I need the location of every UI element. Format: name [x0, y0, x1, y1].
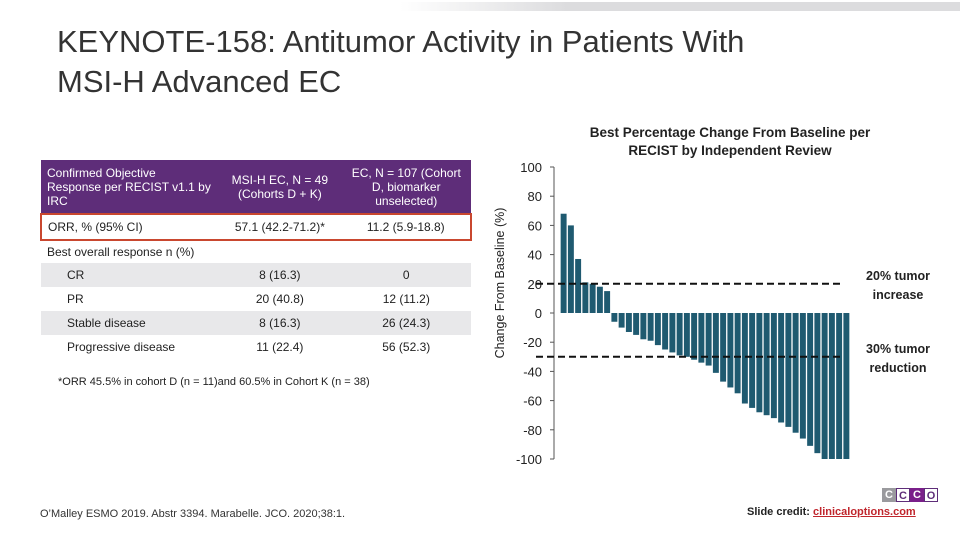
waterfall-bar [582, 282, 589, 313]
waterfall-bar [799, 313, 806, 439]
slide-credit: Slide credit: clinicaloptions.com [747, 506, 916, 518]
y-tick-label: 100 [520, 160, 542, 175]
y-tick-label: -40 [523, 364, 542, 379]
waterfall-bar [611, 313, 618, 322]
y-tick-label: 60 [528, 218, 542, 233]
waterfall-bar [705, 313, 712, 366]
waterfall-bar [749, 313, 756, 408]
slide-title-line-1: KEYNOTE-158: Antitumor Activity in Patie… [57, 24, 745, 59]
reference-line-label: 30% tumor reduction [866, 342, 930, 375]
waterfall-bar [814, 313, 821, 454]
waterfall-bar [567, 225, 574, 313]
citation: O’Malley ESMO 2019. Abstr 3394. Marabell… [40, 508, 346, 520]
row-label: PR [67, 292, 84, 306]
logo-letter: C [910, 488, 924, 502]
waterfall-bar [647, 313, 654, 341]
response-table: Confirmed Objective Response per RECIST … [39, 160, 473, 359]
waterfall-bar [698, 313, 705, 363]
row-label: Best overall response n (%) [47, 245, 195, 259]
waterfall-bar [596, 286, 603, 313]
slide-credit-prefix: Slide credit: [747, 506, 810, 518]
waterfall-bar [676, 313, 683, 356]
waterfall-bar [633, 313, 640, 335]
row-value-msi-h: 8 (16.3) [218, 263, 342, 287]
row-value-msi-h: 11 (22.4) [256, 340, 304, 354]
waterfall-bar [785, 313, 792, 427]
waterfall-bar [618, 313, 625, 328]
y-tick-label: 40 [528, 248, 542, 263]
y-tick-label: 0 [535, 306, 542, 321]
waterfall-bar [741, 313, 748, 404]
row-value-ec: 11.2 (5.9-18.8) [341, 213, 473, 241]
waterfall-bar [792, 313, 799, 433]
waterfall-bar [589, 283, 596, 313]
table-footnote: *ORR 45.5% in cohort D (n = 11)and 60.5%… [58, 376, 370, 388]
waterfall-bar [691, 313, 698, 360]
waterfall-bar [778, 313, 785, 423]
reference-line-label: 20% tumor increase [866, 269, 930, 302]
table-header-row: Confirmed Objective Response per RECIST … [41, 160, 471, 214]
table-row: Best overall response n (%) [41, 240, 471, 263]
row-label: CR [41, 263, 219, 287]
table-header-measure: Confirmed Objective Response per RECIST … [41, 160, 219, 214]
table-row: CR 8 (16.3) 0 [41, 263, 471, 287]
row-label: Stable disease [41, 311, 219, 335]
row-value-ec: 56 (52.3) [382, 340, 431, 354]
y-tick-label: 80 [528, 189, 542, 204]
waterfall-bar [604, 291, 611, 313]
waterfall-bar [756, 313, 763, 413]
top-bar-strip [400, 2, 960, 11]
waterfall-bar [807, 313, 814, 446]
cco-logo: C C C O [882, 488, 938, 502]
waterfall-bar [640, 313, 647, 340]
waterfall-bar [712, 313, 719, 373]
waterfall-bar [683, 313, 690, 357]
table-row: PR 20 (40.8) 12 (11.2) [41, 287, 471, 311]
table-header-msi-h: MSI-H EC, N = 49 (Cohorts D + K) [218, 160, 342, 214]
row-value-ec: 26 (24.3) [341, 311, 471, 335]
waterfall-bar [843, 313, 850, 459]
slide-title-line-2: MSI-H Advanced EC [57, 64, 342, 99]
row-value-msi-h: 57.1 (42.2-71.2)* [218, 213, 342, 241]
table-header-ec: EC, N = 107 (Cohort D, biomarker unselec… [341, 160, 471, 214]
waterfall-bar [662, 313, 669, 350]
table-row: Progressive disease 11 (22.4) 56 (52.3) [41, 335, 471, 359]
top-bar [0, 0, 960, 14]
y-tick-label: 20 [528, 277, 542, 292]
waterfall-bar [770, 313, 777, 419]
row-value-msi-h: 20 (40.8) [255, 292, 304, 306]
y-axis-label: Change From Baseline (%) [493, 208, 507, 359]
logo-letter: C [896, 488, 910, 502]
row-value-msi-h: 8 (16.3) [218, 311, 342, 335]
waterfall-bar [654, 313, 661, 346]
waterfall-bar [836, 313, 843, 459]
chart-title: Best Percentage Change From Baseline per… [590, 125, 871, 158]
waterfall-bar [821, 313, 828, 459]
table-row: ORR, % (95% CI) 57.1 (42.2-71.2)* 11.2 (5.… [39, 213, 473, 241]
waterfall-bar [560, 213, 567, 313]
y-tick-label: -80 [523, 423, 542, 438]
waterfall-bar [720, 313, 727, 382]
waterfall-bar [734, 313, 741, 394]
table-body: ORR, % (95% CI) 57.1 (42.2-71.2)* 11.2 (5.… [39, 213, 473, 359]
logo-letter: C [882, 488, 896, 502]
slide-title: KEYNOTE-158: Antitumor Activity in Patie… [57, 22, 857, 102]
waterfall-bar [669, 313, 676, 353]
row-label: ORR, % (95% CI) [39, 213, 219, 241]
row-value-ec: 0 [341, 263, 471, 287]
logo-letter: O [924, 488, 938, 502]
slide-credit-link[interactable]: clinicaloptions.com [813, 506, 916, 518]
row-label: Progressive disease [67, 340, 176, 354]
waterfall-bar [828, 313, 835, 459]
y-tick-label: -60 [523, 394, 542, 409]
waterfall-chart: Best Percentage Change From Baseline per… [493, 125, 930, 467]
waterfall-bar [763, 313, 770, 416]
row-value-ec: 12 (11.2) [382, 292, 430, 306]
waterfall-bar [727, 313, 734, 388]
y-tick-label: -20 [523, 335, 542, 350]
waterfall-bar [575, 258, 582, 313]
waterfall-bar [625, 313, 632, 332]
y-tick-label: -100 [516, 452, 542, 467]
table-row: Stable disease 8 (16.3) 26 (24.3) [41, 311, 471, 335]
